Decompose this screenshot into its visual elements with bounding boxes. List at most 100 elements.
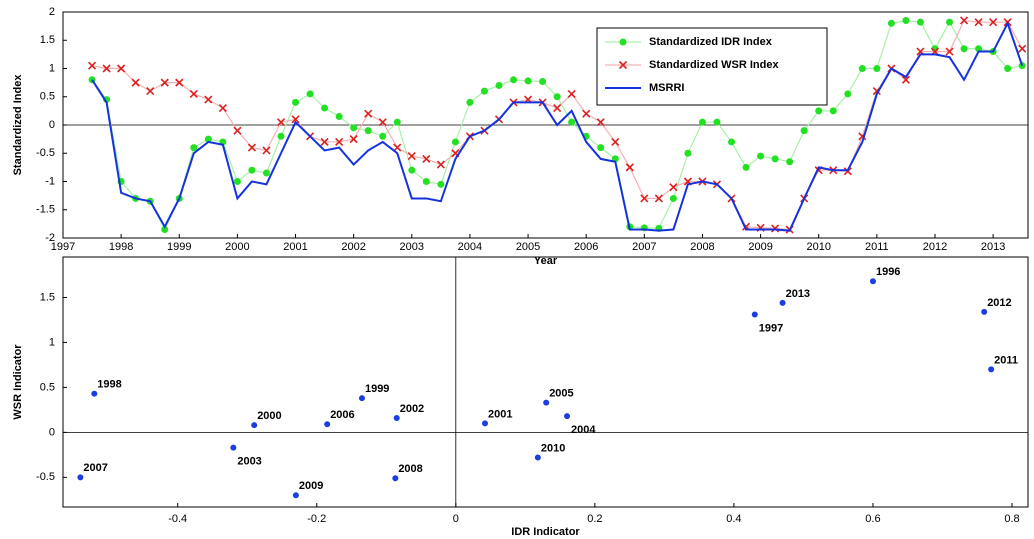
marker: [582, 109, 591, 118]
marker: [204, 95, 213, 104]
marker: [1018, 44, 1027, 53]
marker: [364, 109, 373, 118]
marker: [669, 183, 678, 192]
point-label: 2005: [549, 388, 573, 400]
legend-box: [596, 27, 828, 106]
x-tick-label: 1997: [51, 241, 75, 253]
marker: [451, 138, 459, 146]
marker: [800, 127, 808, 135]
point-label: 2006: [330, 409, 354, 421]
series-line: [91, 20, 1024, 232]
marker: [277, 132, 285, 140]
x-tick-label: 0.8: [1004, 513, 1019, 525]
y-tick-label: 0.5: [40, 381, 55, 393]
marker: [771, 155, 779, 163]
point: [251, 422, 258, 429]
marker: [320, 137, 329, 147]
marker: [161, 226, 169, 234]
point: [779, 299, 786, 306]
x-tick-label: 2010: [806, 241, 830, 253]
x-tick-label: 0.6: [865, 513, 880, 525]
point: [564, 413, 571, 420]
marker: [218, 103, 227, 113]
marker: [262, 146, 271, 155]
marker: [844, 90, 852, 98]
y-tick-label: 0.5: [40, 91, 55, 103]
y-tick-label: -0.5: [36, 147, 55, 159]
y-axis-label: WSR Indicator: [12, 344, 24, 420]
x-tick-label: 2009: [748, 241, 772, 253]
y-tick-label: -0.5: [36, 471, 55, 483]
marker: [466, 98, 474, 106]
x-tick-label: 2003: [400, 241, 424, 253]
marker: [349, 135, 358, 144]
marker: [233, 126, 242, 135]
marker: [335, 113, 343, 121]
marker: [553, 93, 561, 101]
point: [230, 444, 237, 451]
marker: [262, 169, 270, 177]
legend-marker: [618, 60, 628, 70]
marker: [815, 107, 823, 115]
marker: [1004, 65, 1012, 72]
x-tick-label: 0.2: [587, 513, 602, 525]
marker: [959, 16, 969, 25]
y-tick-label: 1: [49, 336, 55, 348]
marker: [858, 65, 866, 72]
marker: [350, 124, 358, 132]
point-label: 1998: [97, 379, 121, 391]
marker: [495, 81, 503, 89]
marker: [291, 115, 300, 124]
marker: [335, 137, 344, 147]
marker: [422, 178, 430, 185]
marker: [102, 64, 111, 73]
point-label: 2000: [257, 410, 281, 422]
marker: [946, 18, 954, 26]
point-label: 2001: [488, 408, 512, 420]
y-tick-label: 1.5: [40, 34, 55, 46]
marker: [276, 118, 286, 127]
marker: [669, 194, 677, 202]
marker: [407, 152, 416, 161]
marker: [887, 19, 895, 27]
marker: [596, 118, 605, 127]
point-label: 2007: [83, 462, 107, 474]
marker: [204, 135, 212, 143]
point: [393, 414, 400, 421]
marker: [131, 78, 140, 87]
x-tick-label: 2005: [516, 241, 540, 253]
point: [77, 474, 84, 481]
marker: [916, 18, 924, 26]
legend-label: Standardized IDR Index: [649, 36, 773, 48]
marker: [189, 89, 198, 98]
marker: [829, 107, 837, 115]
point: [392, 475, 399, 482]
marker: [524, 77, 532, 85]
point-label: 2013: [786, 288, 810, 300]
marker: [393, 143, 402, 152]
marker: [539, 77, 547, 85]
x-tick-label: 2013: [981, 241, 1005, 253]
point: [988, 366, 995, 373]
marker: [510, 76, 518, 84]
x-tick-label: 2007: [632, 241, 656, 253]
point: [324, 421, 331, 428]
marker: [684, 149, 692, 157]
marker: [306, 90, 314, 98]
point: [869, 278, 876, 285]
point-label: 2010: [541, 442, 565, 454]
marker: [873, 65, 881, 72]
marker: [567, 89, 576, 98]
marker: [974, 18, 983, 27]
point-label: 1999: [365, 383, 389, 395]
marker: [364, 127, 372, 135]
x-tick-label: 2000: [225, 241, 249, 253]
marker: [321, 104, 329, 112]
marker: [611, 137, 620, 147]
legend-label: Standardized WSR Index: [649, 59, 779, 71]
marker: [160, 78, 169, 87]
marker: [625, 163, 634, 172]
y-tick-label: -2: [45, 232, 55, 244]
marker: [436, 160, 445, 169]
marker: [553, 103, 562, 113]
